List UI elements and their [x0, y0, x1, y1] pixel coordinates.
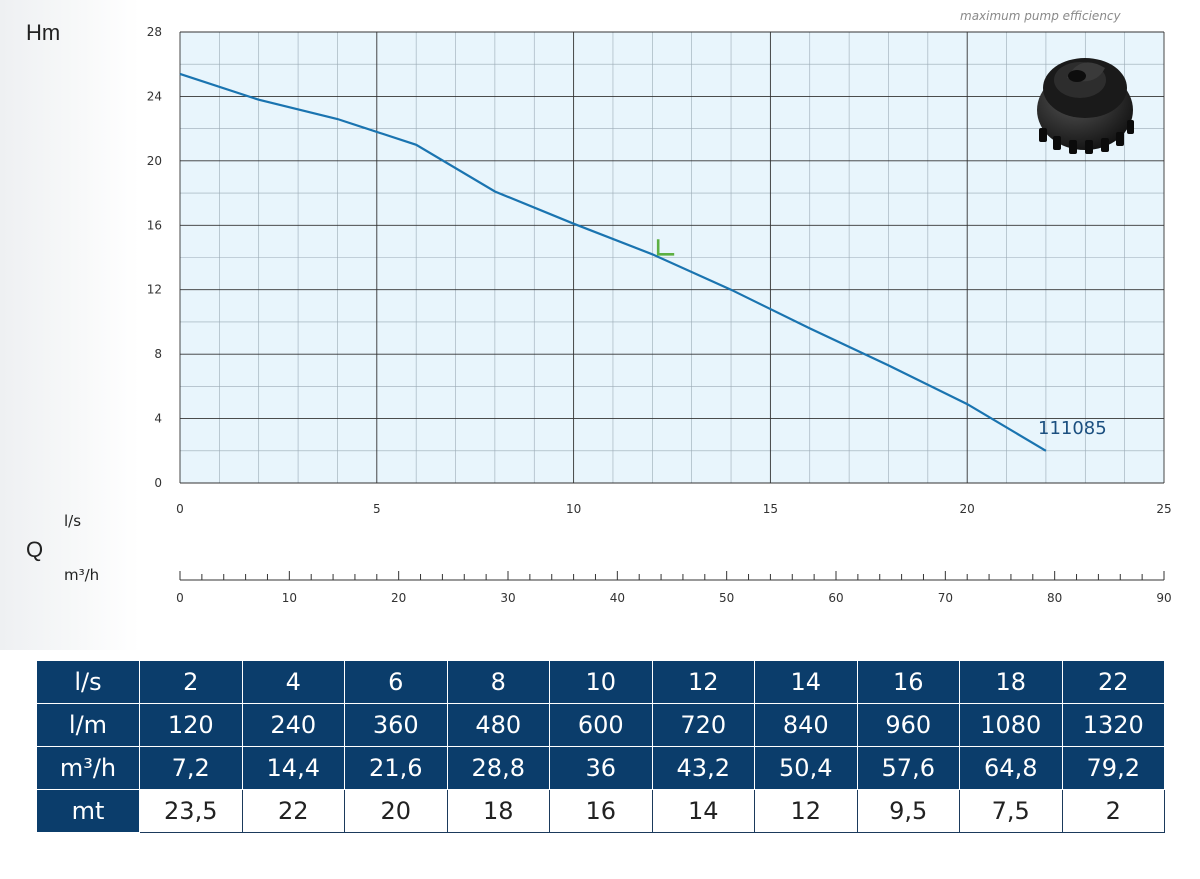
- caption-text: maximum pump efficiency: [960, 9, 1122, 23]
- x2-axis: 0 10 20 30 40 50 60 70 80 90: [176, 571, 1172, 605]
- y-tick-label: 4: [154, 412, 162, 426]
- table-row: l/m 120 240 360 480 600 720 840 960 1080 1320: [36, 703, 1165, 747]
- table-cell: 240: [241, 703, 345, 747]
- table-cell: 1080: [959, 703, 1063, 747]
- table-cell: 16: [856, 660, 960, 704]
- y-tick-label: 16: [147, 218, 162, 232]
- table-cell: 4: [241, 660, 345, 704]
- table-row: m³/h 7,2 14,4 21,6 28,8 36 43,2 50,4 57,6 64,8 79,…: [36, 746, 1165, 790]
- table-cell: 14: [651, 789, 755, 833]
- table-cell: 1320: [1061, 703, 1165, 747]
- table-cell: 960: [856, 703, 960, 747]
- table-cell: 57,6: [856, 746, 960, 790]
- x-unit-top: l/s: [64, 512, 81, 530]
- table-cell: 360: [344, 703, 448, 747]
- y-tick-label: 8: [154, 347, 162, 361]
- row-header: mt: [36, 789, 140, 833]
- table-row: mt 23,5 22 20 18 16 14 12 9,5 7,5 2: [36, 789, 1165, 833]
- table-cell: 50,4: [754, 746, 858, 790]
- y-axis-ticks: 0 4 8 12 16 20 24 28: [147, 25, 162, 490]
- x-tick-label: 20: [960, 502, 975, 516]
- table-cell: 8: [446, 660, 550, 704]
- table-cell: 6: [344, 660, 448, 704]
- x-tick-label: 10: [566, 502, 581, 516]
- table-cell: 18: [446, 789, 550, 833]
- table-cell: 64,8: [959, 746, 1063, 790]
- table-cell: 2: [1061, 789, 1165, 833]
- row-header: m³/h: [36, 746, 140, 790]
- x-axis-title: Q: [26, 537, 43, 562]
- x2-tick-label: 80: [1047, 591, 1062, 605]
- data-table: l/s 2 4 6 8 10 12 14 16 18 22 l/m 120 240 360 480 600 720…: [36, 660, 1165, 833]
- y-tick-label: 28: [147, 25, 162, 39]
- y-tick-label: 20: [147, 154, 162, 168]
- bep-marker: [656, 239, 675, 256]
- table-cell: 22: [241, 789, 345, 833]
- x-tick-label: 15: [763, 502, 778, 516]
- impeller-icon: [1037, 58, 1134, 154]
- table-cell: 600: [549, 703, 653, 747]
- table-row: l/s 2 4 6 8 10 12 14 16 18 22: [36, 660, 1165, 704]
- x2-tick-label: 10: [282, 591, 297, 605]
- y-axis-title: Hm: [26, 20, 60, 45]
- x-tick-label: 0: [176, 502, 184, 516]
- table-cell: 12: [651, 660, 755, 704]
- table-cell: 14: [754, 660, 858, 704]
- table-cell: 10: [549, 660, 653, 704]
- x-tick-label: 25: [1156, 502, 1171, 516]
- x-axis-ticks: 0 5 10 15 20 25: [176, 502, 1171, 516]
- series-label: 111085: [1038, 418, 1107, 439]
- grid-minor: [180, 32, 1164, 483]
- x2-tick-label: 0: [176, 591, 184, 605]
- left-shade: [0, 0, 140, 650]
- x2-tick-label: 20: [391, 591, 406, 605]
- y-tick-label: 12: [147, 283, 162, 297]
- table-cell: 18: [959, 660, 1063, 704]
- table-cell: 43,2: [651, 746, 755, 790]
- x2-tick-label: 60: [828, 591, 843, 605]
- table-cell: 22: [1061, 660, 1165, 704]
- x-unit-bottom: m³/h: [64, 566, 99, 584]
- table-cell: 23,5: [139, 789, 243, 833]
- table-cell: 16: [549, 789, 653, 833]
- x2-tick-label: 50: [719, 591, 734, 605]
- y-tick-label: 0: [154, 476, 162, 490]
- table-cell: 12: [754, 789, 858, 833]
- grid-major: [179, 31, 1165, 484]
- pump-curve-chart: 0 4 8 12 16 20 24 28 0 5 10 15 20 25 0 10 20 30 40 50 60 70…: [0, 0, 1172, 650]
- x-tick-label: 5: [373, 502, 381, 516]
- table-cell: 2: [139, 660, 243, 704]
- table-cell: 28,8: [446, 746, 550, 790]
- table-cell: 20: [344, 789, 448, 833]
- row-header: l/m: [36, 703, 140, 747]
- x2-tick-label: 90: [1156, 591, 1171, 605]
- table-cell: 21,6: [344, 746, 448, 790]
- table-cell: 7,5: [959, 789, 1063, 833]
- table-cell: 7,2: [139, 746, 243, 790]
- table-cell: 9,5: [856, 789, 960, 833]
- series-line-111085: [179, 72, 1047, 452]
- table-cell: 720: [651, 703, 755, 747]
- table-cell: 36: [549, 746, 653, 790]
- table-cell: 840: [754, 703, 858, 747]
- x2-tick-label: 70: [938, 591, 953, 605]
- row-header: l/s: [36, 660, 140, 704]
- x2-tick-label: 30: [500, 591, 515, 605]
- x2-tick-label: 40: [610, 591, 625, 605]
- table-cell: 120: [139, 703, 243, 747]
- table-cell: 14,4: [241, 746, 345, 790]
- table-cell: 480: [446, 703, 550, 747]
- table-cell: 79,2: [1061, 746, 1165, 790]
- y-tick-label: 24: [147, 89, 162, 103]
